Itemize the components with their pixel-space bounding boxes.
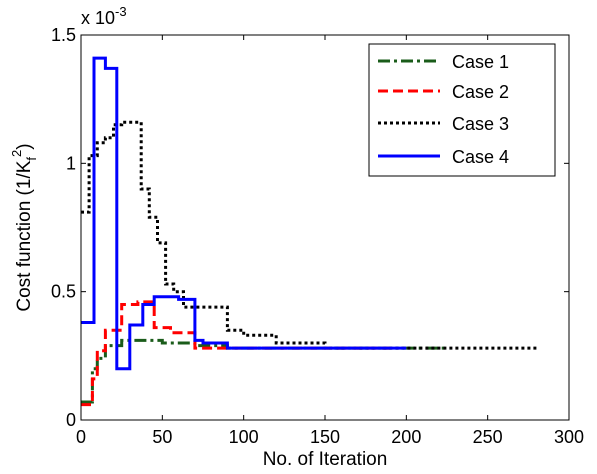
series-line-case-3: [81, 120, 537, 350]
x-tick-label: 150: [310, 427, 340, 447]
series-layer: [81, 56, 537, 407]
x-tick-label: 0: [76, 427, 86, 447]
series-line-case-4: [81, 56, 407, 371]
y-tick-label: 1.5: [51, 25, 76, 45]
series-line-case-2: [81, 300, 391, 407]
plot-frame: [80, 34, 570, 421]
legend-label-case-1: Case 1: [452, 52, 509, 72]
x-tick-label: 100: [229, 427, 259, 447]
x-tick-label: 200: [391, 427, 421, 447]
y-axis-title-subscript: f: [24, 157, 39, 161]
x-tick-label: 300: [554, 427, 584, 447]
y-tick-label: 0.5: [51, 282, 76, 302]
y-tick-label: 1: [66, 153, 76, 173]
y-axis-title-close: ): [14, 143, 35, 149]
legend-label-case-2: Case 2: [452, 82, 509, 102]
y-multiplier: x 10-3: [81, 4, 127, 28]
y-multiplier-base: x 10: [81, 8, 115, 28]
y-axis-title-superscript: 2: [9, 150, 24, 157]
y-axis-title-main: Cost function (1/K: [14, 160, 35, 311]
y-multiplier-exponent: -3: [115, 4, 127, 19]
x-tick-label: 50: [152, 427, 172, 447]
ticks-layer: 0 50 100 150 200 250 300 0 0.5 1 1.5: [51, 25, 584, 447]
y-axis-title: Cost function (1/Kf2): [9, 143, 39, 311]
legend-label-case-3: Case 3: [452, 114, 509, 134]
legend: Case 1 Case 2 Case 3 Case 4: [368, 43, 556, 177]
y-tick-label: 0: [66, 410, 76, 430]
legend-label-case-4: Case 4: [452, 147, 509, 167]
x-tick-label: 250: [473, 427, 503, 447]
x-axis-title: No. of Iteration: [263, 449, 388, 470]
legend-box: [368, 43, 556, 177]
